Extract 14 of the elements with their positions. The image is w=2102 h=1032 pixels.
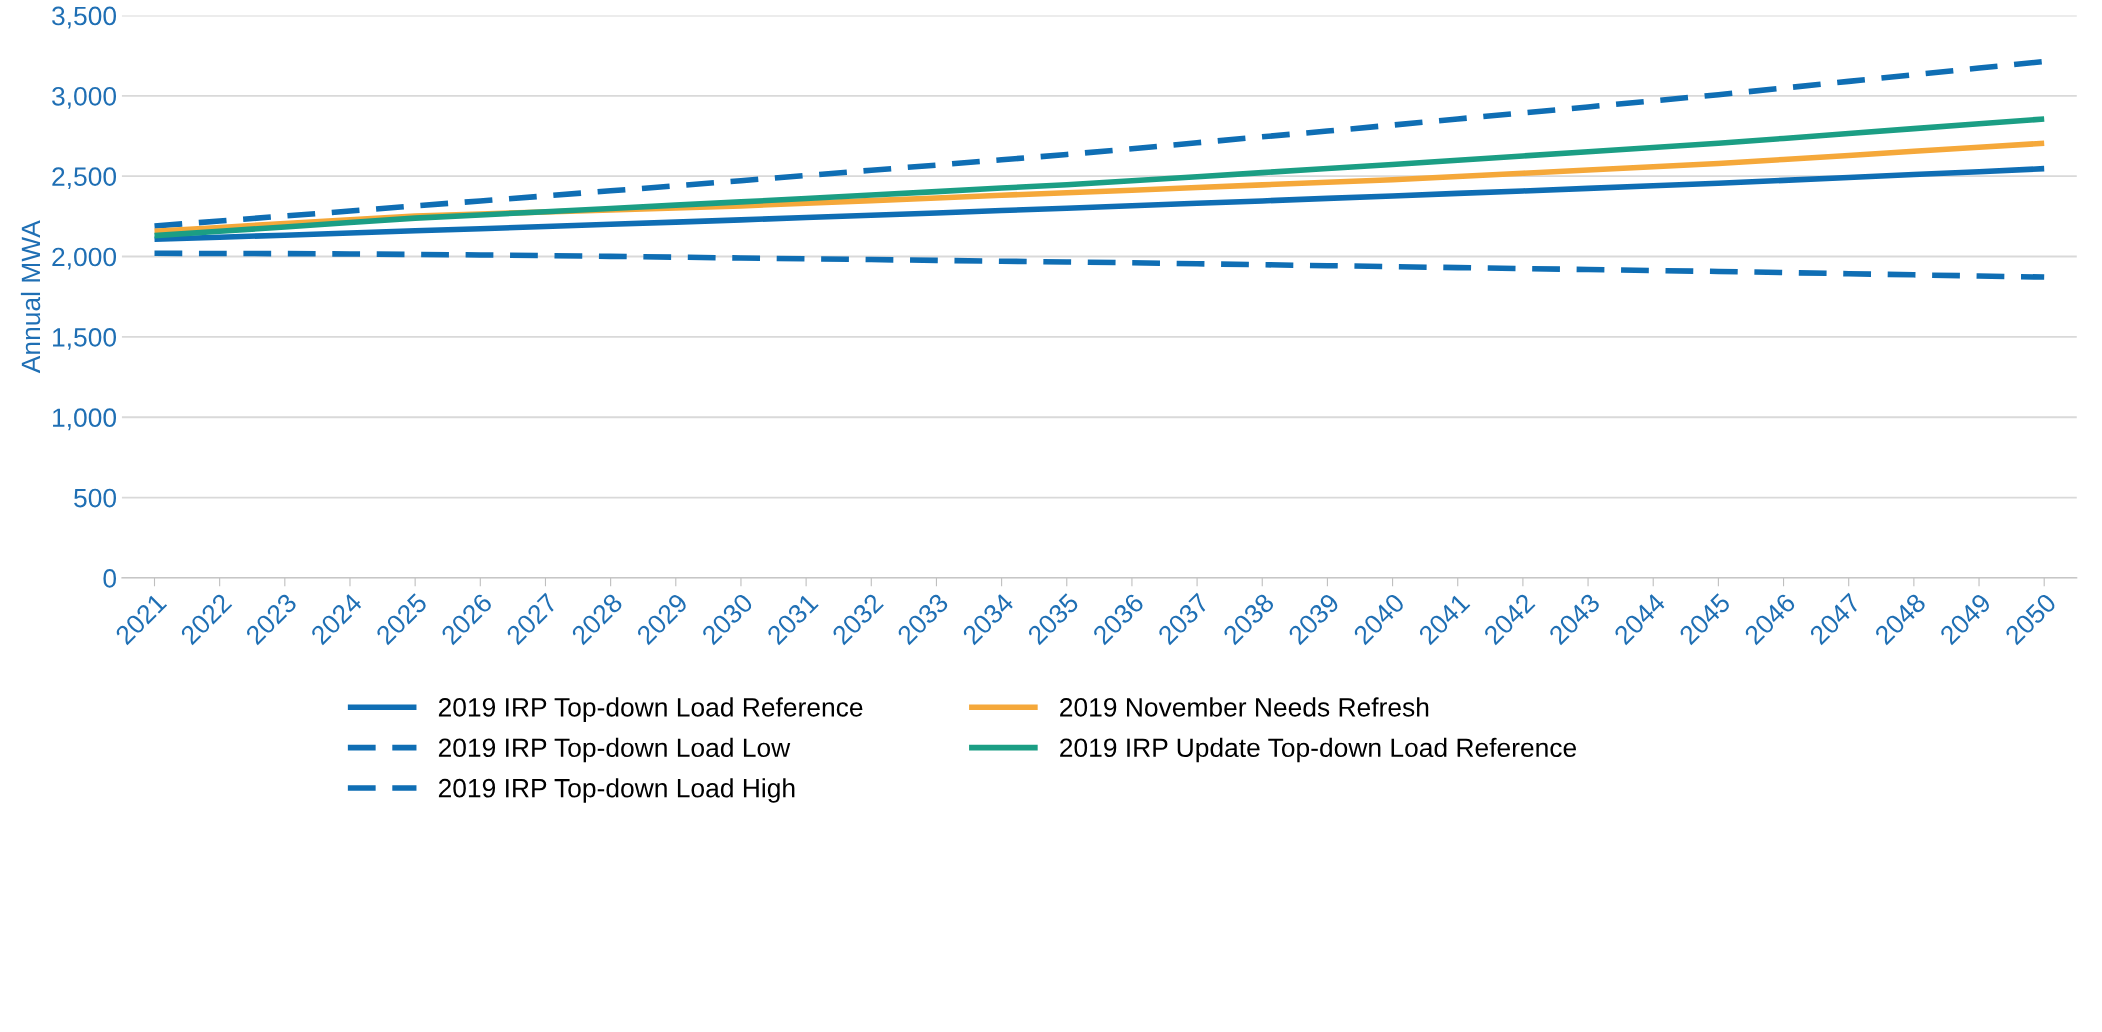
legend-label: 2019 IRP Update Top-down Load Reference [1060, 737, 1577, 763]
legend-label: 2019 IRP Top-down Load High [438, 778, 795, 803]
y-tick-label: 500 [74, 488, 117, 508]
legend-label: 2019 November Needs Refresh [1060, 697, 1429, 717]
y-tick-label: 1,000 [53, 408, 117, 431]
y-tick-label: 0 [103, 569, 117, 588]
y-axis-title: Annual MWA [20, 220, 41, 374]
y-tick-label: 1,500 [53, 328, 117, 350]
y-tick-label: 3,000 [52, 86, 117, 109]
legend-label: 2019 IRP Top-down Load Low [438, 737, 791, 763]
legend-label: 2019 IRP Top-down Load Reference [438, 697, 863, 722]
y-tick-label: 2,000 [52, 247, 117, 270]
y-tick-label: 2,500 [52, 167, 117, 190]
y-tick-label: 3,500 [52, 6, 117, 29]
